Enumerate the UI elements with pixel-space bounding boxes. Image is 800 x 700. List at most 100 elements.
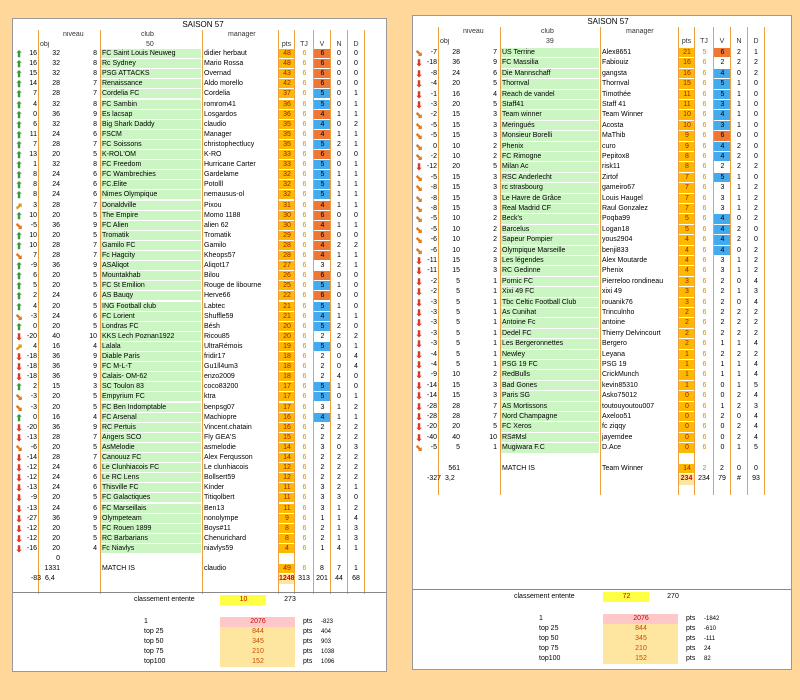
niveau-cell: 6 [93, 171, 97, 179]
obj-cell: 24 [52, 312, 60, 320]
tj-cell: 6 [302, 504, 307, 512]
niveau-cell: 9 [93, 262, 97, 270]
draws-cell: 0 [337, 211, 341, 219]
trend-down-icon: ⬇ [415, 401, 423, 412]
defeats-cell: 1 [354, 140, 358, 148]
victories-cell: 3 [320, 403, 325, 411]
diff-cell: -3 [430, 319, 437, 327]
niveau-cell: 7 [93, 90, 97, 98]
victories-cell: 2 [720, 59, 725, 67]
victories-cell: 0 [720, 444, 725, 452]
tj-cell: 6 [702, 444, 707, 452]
draws-cell: 1 [737, 90, 741, 98]
draws-cell: 1 [737, 205, 741, 212]
diff-cell: 13 [29, 151, 37, 158]
header-club: club [541, 28, 554, 35]
victories-cell: 4 [314, 412, 330, 422]
tj-cell: 6 [302, 524, 307, 532]
manager-cell: Kheops57 [204, 252, 236, 259]
niveau-cell: 7 [93, 252, 97, 259]
tj-cell: 6 [302, 433, 307, 441]
pts-cell: 1 [679, 370, 694, 380]
draws-cell: 2 [737, 49, 741, 56]
diff-cell: -16 [26, 544, 37, 552]
defeats-cell: 2 [754, 69, 758, 77]
draws-cell: 2 [737, 163, 741, 171]
draws-cell: 0 [337, 342, 341, 350]
defeats-cell: 0 [754, 173, 758, 181]
manager-cell: Pepitox8 [602, 153, 630, 160]
niveau-cell: 4 [493, 90, 497, 98]
club-name-cell: Olympique Marseille [501, 245, 599, 255]
pts-cell: 2 [679, 318, 694, 328]
manager-cell: Raul Gonzalez [602, 205, 648, 212]
club-name-cell: Newley [501, 349, 599, 359]
tj-cell: 6 [302, 443, 307, 451]
diff-cell: -13 [26, 433, 37, 441]
victories-cell: 2 [320, 363, 325, 371]
draws-cell: 1 [737, 80, 741, 88]
defeats-cell: 4 [354, 514, 358, 522]
diff-cell: -3 [430, 298, 437, 306]
diff-cell: -14 [426, 392, 437, 400]
diff-cell: -5 [430, 132, 437, 140]
trend-diag-up-icon: ⬈ [15, 341, 23, 352]
pts-cell: 0 [679, 443, 694, 453]
niveau-cell: 4 [93, 544, 97, 552]
manager-cell: Bésh [204, 322, 220, 330]
manager-cell: K-RO [204, 151, 222, 158]
trend-down-icon: ⬇ [415, 58, 423, 69]
pts-cell: 0 [679, 422, 694, 432]
trend-down-icon: ⬇ [415, 360, 423, 370]
draws-cell: 1 [337, 181, 341, 189]
tj-cell: 6 [302, 514, 307, 522]
tj-cell: 6 [302, 322, 307, 330]
club-name-cell: Rc Sydney [101, 59, 201, 69]
pts-cell: 21 [279, 311, 294, 321]
total-team-manager: Team Winner [602, 465, 644, 472]
right-sheet: SAISON 57 niveau club manager obj 39 pts TJ V N D ⬊… [412, 15, 792, 670]
draws-cell: 0 [337, 60, 341, 68]
tj-cell: 6 [302, 191, 307, 199]
diff-cell: -27 [26, 514, 37, 522]
diff-cell: 6 [33, 120, 37, 128]
victories-cell: 3 [714, 120, 730, 131]
victories-cell: 4 [314, 129, 330, 139]
header-manager: manager [626, 28, 654, 35]
obj-cell: 10 [452, 371, 460, 379]
draws-cell: 2 [737, 423, 741, 431]
niveau-cell: 3 [493, 184, 497, 192]
trend-diag-down-icon: ⬊ [415, 443, 423, 454]
club-name-cell: FC Rouen 1899 [101, 523, 201, 533]
club-name-cell: FC Saint Louis Neuweg [101, 49, 201, 59]
club-name-cell: FC Massilia [501, 58, 599, 68]
tj-cell: 6 [702, 153, 707, 160]
diff-cell: -11 [427, 257, 437, 264]
diff-cell: -1 [430, 90, 437, 98]
defeats-cell: 3 [354, 524, 358, 532]
niveau-cell: 4 [93, 342, 97, 350]
victories-cell: 4 [714, 141, 730, 151]
diff-cell: -20 [26, 423, 37, 431]
niveau-cell: 2 [493, 225, 497, 233]
defeats-cell: 2 [754, 59, 758, 67]
pts-cell: 15 [679, 79, 694, 89]
niveau-cell: 9 [93, 221, 97, 229]
defeats-cell: 2 [754, 184, 758, 192]
trend-diag-down-icon: ⬊ [415, 120, 423, 131]
pts-cell: 28 [279, 240, 294, 250]
trend-up-icon: ⬆ [15, 69, 23, 80]
diff-cell: -4 [430, 350, 437, 358]
club-name-cell: Nimes Olympique [101, 190, 201, 200]
grid-line [438, 27, 439, 496]
trend-diag-down-icon: ⬊ [15, 220, 23, 231]
trend-up-icon: ⬆ [15, 382, 23, 393]
defeats-cell: 4 [754, 277, 758, 285]
trend-up-icon: ⬆ [15, 240, 23, 251]
obj-cell: 24 [52, 181, 60, 189]
total-n: 7 [337, 565, 341, 573]
niveau-cell: 5 [93, 534, 97, 542]
tj-cell: 6 [702, 381, 707, 389]
victories-cell: 5 [314, 170, 330, 180]
draws-cell: 1 [737, 111, 741, 119]
